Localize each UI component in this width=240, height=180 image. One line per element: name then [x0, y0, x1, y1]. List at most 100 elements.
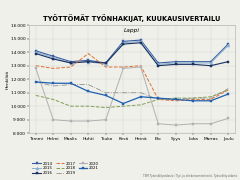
2018 [227, 89, 230, 91]
2017 [52, 67, 55, 69]
2014 [104, 62, 107, 64]
2014 [192, 60, 195, 63]
Line: 2018: 2018 [36, 90, 228, 107]
2020 [34, 67, 37, 69]
2021 [69, 82, 72, 84]
2018 [209, 96, 212, 98]
Line: 2016: 2016 [34, 41, 230, 67]
2020 [122, 67, 125, 69]
Line: 2015: 2015 [34, 40, 230, 66]
2017 [174, 100, 177, 102]
2016 [157, 65, 160, 67]
2018 [174, 97, 177, 99]
2016 [122, 43, 125, 45]
2016 [87, 60, 90, 63]
2018 [69, 105, 72, 107]
2016 [209, 65, 212, 67]
2021 [209, 100, 212, 102]
2021 [139, 96, 142, 98]
2018 [157, 98, 160, 100]
2014 [34, 50, 37, 52]
Text: Lappi: Lappi [124, 28, 140, 33]
2017 [227, 89, 230, 91]
2020 [139, 66, 142, 68]
2014 [122, 40, 125, 42]
2017 [122, 66, 125, 68]
2014 [87, 59, 90, 61]
2020 [52, 119, 55, 121]
2015 [122, 42, 125, 44]
Text: TEM Työnvälitystilasto / Työ- ja elinkeinoministeriö, Työnvälitystilasto: TEM Työnvälitystilasto / Työ- ja elinkei… [143, 174, 238, 178]
2015 [87, 60, 90, 63]
2019 [227, 87, 230, 90]
Line: 2014: 2014 [34, 39, 230, 64]
2017 [104, 66, 107, 68]
2014 [139, 39, 142, 41]
2016 [104, 62, 107, 64]
2018 [87, 105, 90, 107]
2014 [69, 60, 72, 63]
2015 [227, 44, 230, 46]
2016 [227, 60, 230, 63]
2019 [104, 92, 107, 94]
2019 [174, 98, 177, 100]
2016 [139, 42, 142, 44]
2017 [69, 66, 72, 68]
2014 [227, 43, 230, 45]
2018 [104, 106, 107, 109]
2016 [192, 63, 195, 65]
2021 [227, 93, 230, 95]
2018 [34, 94, 37, 96]
2019 [34, 81, 37, 83]
2016 [52, 58, 55, 60]
2017 [87, 52, 90, 55]
2017 [157, 98, 160, 100]
2015 [139, 40, 142, 42]
2016 [174, 63, 177, 65]
2021 [87, 90, 90, 93]
2020 [69, 120, 72, 122]
Line: 2021: 2021 [34, 80, 230, 105]
Line: 2019: 2019 [36, 82, 228, 99]
2020 [192, 123, 195, 125]
2019 [87, 84, 90, 86]
2021 [104, 94, 107, 96]
2021 [157, 97, 160, 99]
2020 [174, 124, 177, 126]
2020 [157, 123, 160, 125]
2015 [104, 63, 107, 65]
2021 [174, 98, 177, 100]
2019 [157, 98, 160, 100]
2015 [209, 62, 212, 64]
2018 [139, 104, 142, 106]
2014 [157, 62, 160, 64]
2020 [227, 117, 230, 120]
2016 [69, 62, 72, 64]
2019 [209, 97, 212, 99]
2015 [192, 62, 195, 64]
Line: 2017: 2017 [36, 53, 228, 101]
2017 [209, 98, 212, 100]
2015 [69, 62, 72, 64]
Legend: 2014, 2015, 2016, 2017, 2018, 2019, 2020, 2021: 2014, 2015, 2016, 2017, 2018, 2019, 2020… [31, 160, 100, 177]
Title: TYÖTTÖMÄT TYÖNHAKIJAT, KUUKAUSIVERTAILU: TYÖTTÖMÄT TYÖNHAKIJAT, KUUKAUSIVERTAILU [43, 14, 221, 22]
2021 [34, 81, 37, 83]
2021 [192, 100, 195, 102]
2017 [34, 65, 37, 67]
2017 [139, 65, 142, 67]
2017 [192, 98, 195, 100]
2020 [87, 120, 90, 122]
2015 [174, 62, 177, 64]
2019 [139, 92, 142, 94]
Line: 2020: 2020 [34, 66, 230, 127]
2021 [52, 82, 55, 84]
2020 [209, 123, 212, 125]
2015 [52, 57, 55, 59]
2018 [122, 105, 125, 107]
2019 [192, 97, 195, 99]
2014 [209, 60, 212, 63]
2019 [69, 84, 72, 86]
2021 [122, 102, 125, 105]
2019 [52, 85, 55, 87]
2016 [34, 52, 37, 55]
